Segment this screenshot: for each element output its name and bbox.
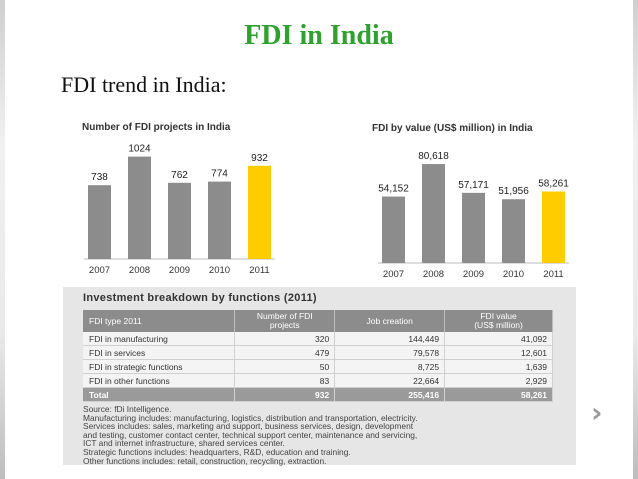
tick-label-2007: 2007 xyxy=(383,269,404,280)
note-line: Source: fDi Intelligence. xyxy=(83,404,172,414)
note-line: Strategic functions includes: headquarte… xyxy=(83,446,351,457)
note-line: and testing, customer contact center, te… xyxy=(83,429,418,440)
investment-breakdown-table: FDI type 2011 Number of FDI projects Job … xyxy=(83,310,553,402)
tick-label-2011: 2011 xyxy=(543,269,563,280)
note-line: Manufacturing includes: manufacturing, l… xyxy=(83,412,418,423)
data-label-2008: 1024 xyxy=(128,144,151,155)
row-value: 1,639 xyxy=(444,359,553,374)
tick-label-2007: 2007 xyxy=(89,265,110,276)
header-value: FDI value (US$ million) xyxy=(444,310,553,332)
table-row: FDI in manufacturing 320 144,449 41,092 xyxy=(83,332,553,346)
header-projects: Number of FDI projects xyxy=(234,310,336,332)
fdi-projects-chart: Number of FDI projects in India 738 2007 10… xyxy=(60,112,290,284)
tick-label-2009: 2009 xyxy=(169,265,190,276)
slide-frame-left xyxy=(0,0,5,479)
note-line: Services includes: sales, marketing and … xyxy=(83,421,414,432)
note-line: ICT and internet infrastructure, shared … xyxy=(83,438,285,449)
header-jobs: Job creation xyxy=(334,310,446,332)
slide-frame-right xyxy=(633,0,638,479)
table-title: Investment breakdown by functions (2011) xyxy=(83,292,317,304)
row-projects: 50 xyxy=(234,359,336,374)
row-jobs: 144,449 xyxy=(334,332,446,346)
bar-2008 xyxy=(422,164,445,263)
table-row: FDI in services 479 79,578 12,601 xyxy=(83,345,553,360)
bar-2010 xyxy=(502,199,525,263)
tick-label-2009: 2009 xyxy=(463,269,484,280)
chart-title: Number of FDI projects in India xyxy=(82,122,231,133)
table-notes: Source: fDi Intelligence. Manufacturing … xyxy=(83,405,563,465)
fdi-projects-chart-svg: Number of FDI projects in India 738 2007 10… xyxy=(82,122,275,276)
tick-label-2008: 2008 xyxy=(423,269,444,280)
table-row: FDI in strategic functions 50 8,725 1,63… xyxy=(83,359,553,374)
tick-label-2010: 2010 xyxy=(503,269,524,280)
table-total-row: Total 932 255,416 58,261 xyxy=(83,387,553,402)
header-value-line2: (US$ million) xyxy=(474,320,523,330)
chart-title: FDI by value (US$ million) in India xyxy=(372,123,533,134)
bar-2011 xyxy=(542,191,565,263)
fdi-value-chart: FDI by value (US$ million) in India 54,15… xyxy=(360,113,588,285)
table-header-row: FDI type 2011 Number of FDI projects Job … xyxy=(83,310,553,332)
total-projects: 932 xyxy=(234,387,336,402)
data-label-2007: 54,152 xyxy=(378,184,409,195)
row-projects: 479 xyxy=(234,345,336,360)
row-jobs: 22,664 xyxy=(334,373,446,388)
row-type: FDI in strategic functions xyxy=(83,359,236,374)
row-jobs: 79,578 xyxy=(334,345,446,360)
row-jobs: 8,725 xyxy=(334,359,446,374)
row-type: FDI in manufacturing xyxy=(83,332,236,346)
data-label-2010: 51,956 xyxy=(498,186,529,197)
row-value: 12,601 xyxy=(444,345,553,360)
bar-2010 xyxy=(208,181,231,259)
header-projects-line1: Number of FDI xyxy=(256,311,313,321)
row-type: FDI in services xyxy=(83,345,236,360)
data-label-2009: 762 xyxy=(171,170,188,181)
total-type: Total xyxy=(83,387,236,402)
chevron-right-icon[interactable]: › xyxy=(591,396,603,429)
total-value: 58,261 xyxy=(444,387,553,402)
bar-2009 xyxy=(462,192,485,263)
investment-breakdown-panel: Investment breakdown by functions (2011)… xyxy=(63,287,576,465)
tick-label-2010: 2010 xyxy=(209,265,230,276)
row-projects: 320 xyxy=(234,332,336,346)
data-label-2011: 58,261 xyxy=(538,178,569,189)
data-label-2010: 774 xyxy=(211,169,228,180)
data-label-2011: 932 xyxy=(251,153,268,164)
note-line: Other functions includes: retail, constr… xyxy=(83,455,327,466)
table-row: FDI in other functions 83 22,664 2,929 xyxy=(83,373,553,388)
row-type: FDI in other functions xyxy=(83,373,236,388)
header-fdi-type: FDI type 2011 xyxy=(83,310,236,332)
bar-2009 xyxy=(168,182,191,259)
tick-label-2011: 2011 xyxy=(249,265,269,276)
bar-2007 xyxy=(382,196,405,263)
fdi-value-chart-svg: FDI by value (US$ million) in India 54,15… xyxy=(372,123,569,280)
row-projects: 83 xyxy=(234,373,336,388)
bar-2011 xyxy=(248,165,271,259)
tick-label-2008: 2008 xyxy=(129,265,150,276)
bar-2007 xyxy=(88,185,111,259)
total-jobs: 255,416 xyxy=(334,387,446,402)
data-label-2009: 57,171 xyxy=(458,180,489,191)
header-value-line1: FDI value xyxy=(480,311,517,321)
data-label-2008: 80,618 xyxy=(418,151,449,162)
slide-subtitle: FDI trend in India: xyxy=(61,72,227,97)
header-projects-line2: projects xyxy=(269,320,300,330)
row-value: 41,092 xyxy=(444,332,553,346)
slide-title: FDI in India xyxy=(244,20,394,51)
row-value: 2,929 xyxy=(444,373,553,388)
bar-2008 xyxy=(128,156,151,259)
data-label-2007: 738 xyxy=(91,172,108,183)
